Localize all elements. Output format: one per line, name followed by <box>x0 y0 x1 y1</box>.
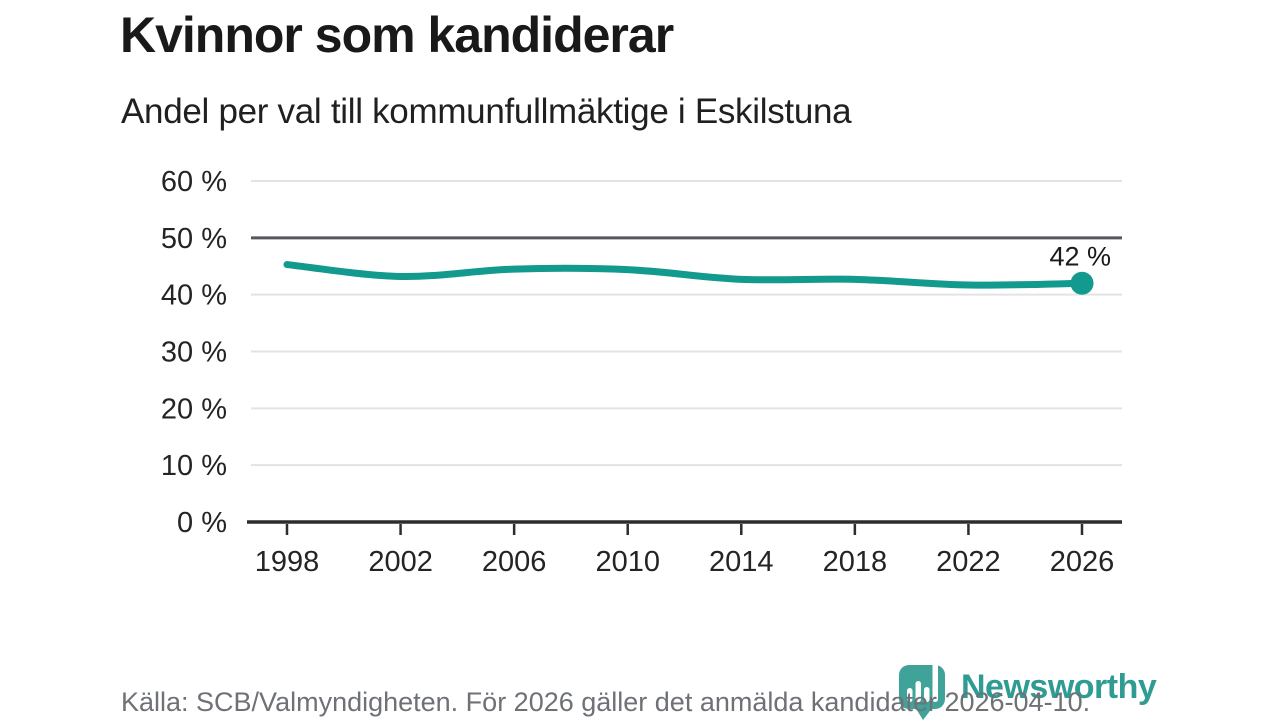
x-tick-label: 2018 <box>823 546 888 578</box>
logo-bars <box>907 660 938 702</box>
data-line <box>283 261 1086 289</box>
chart-subtitle: Andel per val till kommunfullmäktige i E… <box>121 92 852 131</box>
bar-chart-speech-bubble-icon <box>899 660 945 720</box>
y-tick-label: 0 % <box>177 507 227 539</box>
end-point <box>1070 271 1094 295</box>
x-tick-label: 2006 <box>482 546 547 578</box>
x-tick-label: 2014 <box>709 546 774 578</box>
y-tick-label: 30 % <box>161 337 227 369</box>
y-tick-label: 40 % <box>161 280 227 312</box>
x-tick-label: 1998 <box>255 546 320 578</box>
y-tick-label: 60 % <box>161 166 227 198</box>
x-tick-label: 2010 <box>595 546 660 578</box>
y-tick-label: 50 % <box>161 223 227 255</box>
y-tick-label: 20 % <box>161 393 227 425</box>
source-note: Källa: SCB/Valmyndigheten. För 2026 gäll… <box>121 687 1091 717</box>
x-tick-label: 2026 <box>1050 546 1115 578</box>
page-title: Kvinnor som kandiderar <box>120 7 674 63</box>
newsworthy-wordmark: Newsworthy <box>961 668 1157 706</box>
y-tick-label: 10 % <box>161 450 227 482</box>
x-tick-label: 2022 <box>936 546 1001 578</box>
x-tick-label: 2002 <box>368 546 433 578</box>
end-point-label: 42 % <box>1049 241 1111 271</box>
newsworthy-logo: Newsworthy <box>897 660 1157 720</box>
